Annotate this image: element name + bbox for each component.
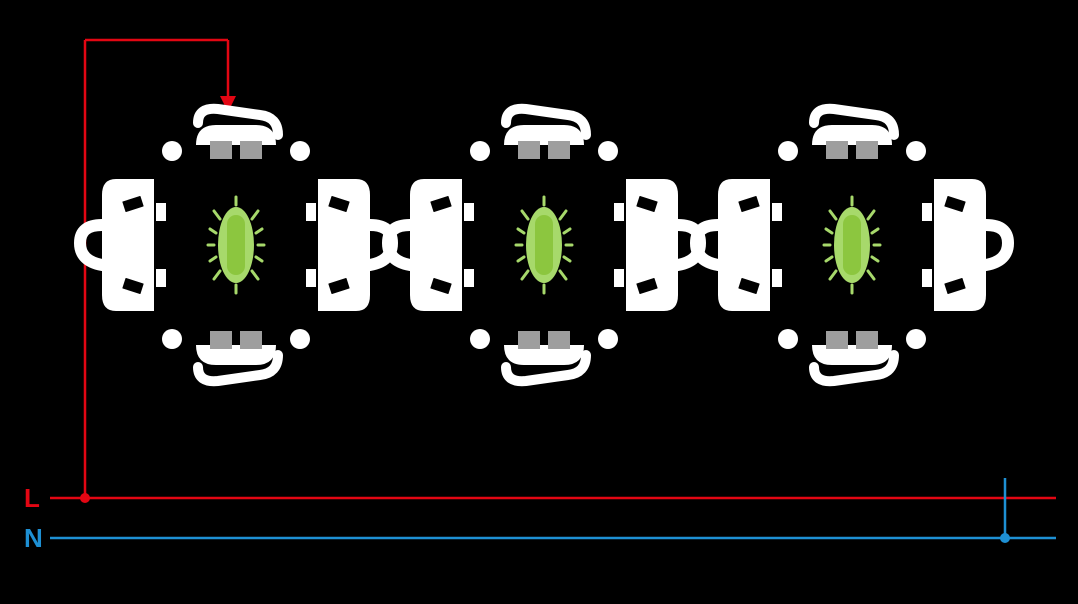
neutral-node <box>1000 533 1010 543</box>
switch-3 <box>696 109 1008 381</box>
rail-labels: LN <box>24 483 43 553</box>
neutral-label: N <box>24 523 43 553</box>
wiring-diagram: LN <box>0 0 1078 604</box>
switches-layer <box>80 109 1008 381</box>
supply-rails <box>50 478 1056 543</box>
switch-1 <box>80 109 392 381</box>
switch-2 <box>388 109 700 381</box>
live-label: L <box>24 483 40 513</box>
